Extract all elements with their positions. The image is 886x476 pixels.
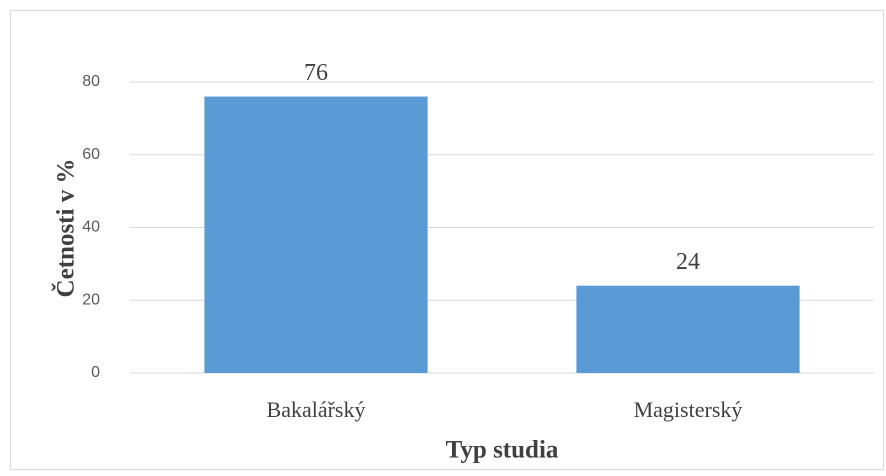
- x-axis-title: Typ studia: [446, 437, 559, 464]
- x-tick-label: Bakalářský: [267, 397, 366, 422]
- bar: [576, 285, 800, 373]
- y-axis-title: Četnosti v %: [51, 159, 80, 298]
- value-label: 24: [676, 249, 700, 275]
- bar: [204, 96, 428, 374]
- y-tick-label: 20: [82, 291, 100, 308]
- chart-border: [10, 10, 884, 470]
- value-label: 76: [304, 60, 328, 86]
- y-tick-label: 60: [82, 146, 100, 163]
- y-tick-label: 80: [82, 73, 100, 90]
- y-tick-label: 0: [91, 364, 100, 381]
- x-tick-label: Magisterský: [634, 397, 743, 422]
- y-tick-label: 40: [82, 219, 100, 236]
